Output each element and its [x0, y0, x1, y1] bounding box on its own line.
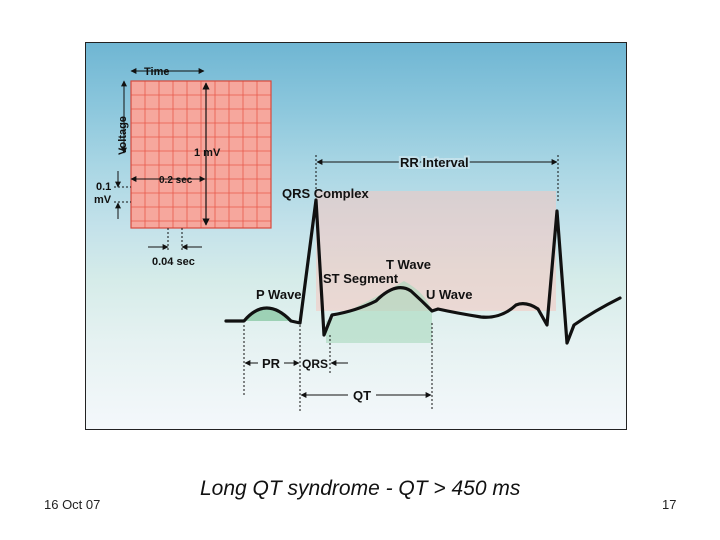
qrs-label: QRS — [302, 357, 328, 371]
one-mv-label: 1 mV — [194, 147, 221, 159]
time-label: Time — [144, 66, 169, 78]
ecg-diagram-panel: Time Voltage 1 mV 0.2 sec 0.1 mV 0.04 se… — [85, 42, 627, 430]
voltage-label: Voltage — [117, 116, 129, 155]
rr-shading — [316, 191, 556, 311]
mv-label: mV — [94, 194, 112, 206]
point-one-label: 0.1 — [96, 181, 111, 193]
ecg-diagram: Time Voltage 1 mV 0.2 sec 0.1 mV 0.04 se… — [94, 66, 622, 411]
pr-label: PR — [262, 356, 281, 371]
point-zero-four-sec-label: 0.04 sec — [152, 256, 195, 268]
t-wave-fill — [326, 281, 432, 343]
p-wave-label: P Wave — [256, 287, 302, 302]
st-segment-label: ST Segment — [323, 271, 399, 286]
u-wave-label: U Wave — [426, 287, 472, 302]
slide-page-number: 17 — [662, 497, 677, 512]
slide-date: 16 Oct 07 — [44, 497, 101, 512]
point-two-sec-label: 0.2 sec — [159, 175, 193, 186]
rr-interval-label: RR Interval — [400, 155, 469, 170]
qt-label: QT — [353, 388, 371, 403]
ecg-trace — [224, 198, 622, 345]
qrs-complex-label: QRS Complex — [282, 186, 369, 201]
t-wave-label: T Wave — [386, 257, 431, 272]
slide-title: Long QT syndrome - QT > 450 ms — [200, 477, 521, 500]
ecg-paper-grid — [130, 80, 272, 229]
